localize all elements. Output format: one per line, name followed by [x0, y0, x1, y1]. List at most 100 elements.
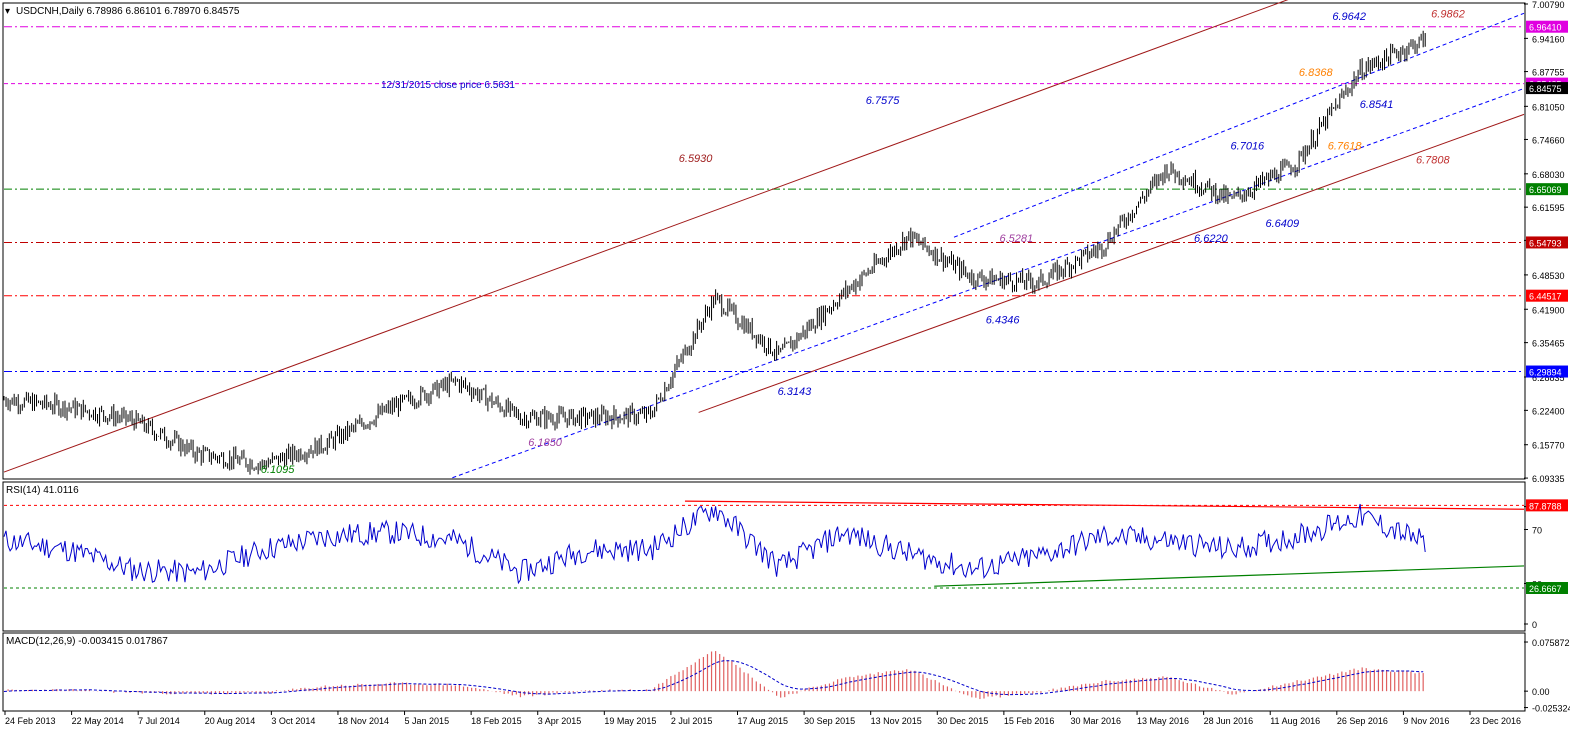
- trendline-1: [698, 113, 1525, 413]
- price-level-label: 6.96410: [1529, 23, 1562, 33]
- rsi-trendline: [684, 500, 1525, 510]
- macd-tick-label: -0.025324: [1532, 704, 1570, 714]
- price-annotation: 6.9862: [1431, 8, 1465, 20]
- time-tick-label: 30 Sep 2015: [804, 716, 855, 726]
- price-annotation: 6.1850: [528, 437, 563, 449]
- time-tick-label: 9 Nov 2016: [1403, 716, 1449, 726]
- time-tick-label: 2 Jul 2015: [671, 716, 713, 726]
- rsi-level-label: 26.6667: [1529, 584, 1562, 594]
- time-tick-label: 5 Jan 2015: [405, 716, 450, 726]
- time-tick-label: 13 Nov 2015: [871, 716, 922, 726]
- price-candles: [3, 30, 1426, 475]
- price-axis: 7.00790 6.94160 6.87755 6.81050 6.74660 6.680…: [1524, 0, 1568, 484]
- trendline-0: [3, 0, 1289, 473]
- time-tick-label: 18 Feb 2015: [471, 716, 522, 726]
- rsi-line: [3, 503, 1426, 585]
- price-level-label: 6.84575: [1529, 84, 1562, 94]
- price-tick-label: 7.00790: [1532, 0, 1565, 10]
- time-axis: 24 Feb 2013 22 May 2014 7 Jul 2014 20 Aug 2…: [4, 711, 1521, 726]
- time-tick-label: 22 May 2014: [72, 716, 124, 726]
- price-tick-label: 6.09335: [1532, 474, 1565, 484]
- time-tick-label: 15 Feb 2016: [1004, 716, 1055, 726]
- price-level-box: [1526, 365, 1568, 378]
- chart-triangle-marker: ▾: [5, 6, 10, 17]
- time-tick-label: 30 Mar 2016: [1070, 716, 1121, 726]
- price-tick-label: 6.94160: [1532, 34, 1565, 44]
- rsi-tick-label: 0: [1532, 620, 1537, 630]
- rsi-level-box: [1526, 581, 1568, 594]
- rsi-trendline: [934, 565, 1525, 587]
- price-level-label: 6.65069: [1529, 185, 1562, 195]
- time-tick-label: 20 Aug 2014: [205, 716, 256, 726]
- time-tick-label: 3 Oct 2014: [271, 716, 315, 726]
- price-tick-label: 6.81050: [1532, 102, 1565, 112]
- price-tick-label: 6.15770: [1532, 441, 1565, 451]
- time-tick-label: 26 Sep 2016: [1337, 716, 1388, 726]
- time-tick-label: 11 Aug 2016: [1270, 716, 1320, 726]
- close-price-note: 12/31/2015 close price 6.5631: [381, 80, 515, 91]
- macd-header: MACD(12,26,9) -0.003415 0.017867: [6, 636, 168, 647]
- price-level-box: [1526, 20, 1568, 33]
- price-horizontal-levels: [4, 26, 1524, 373]
- price-annotation: 6.4346: [986, 314, 1021, 326]
- price-annotation: 6.6409: [1265, 218, 1299, 230]
- time-tick-label: 28 Jun 2016: [1204, 716, 1254, 726]
- price-annotation: 6.9642: [1332, 11, 1366, 23]
- rsi-header: RSI(14) 41.0116: [6, 485, 79, 496]
- price-tick-label: 6.28835: [1532, 373, 1565, 383]
- price-annotation: 6.7808: [1416, 155, 1451, 167]
- macd-signal: [3, 660, 1424, 696]
- time-tick-label: 3 Apr 2015: [538, 716, 582, 726]
- rsi-series: [3, 503, 1426, 585]
- price-tick-label: 6.48530: [1532, 271, 1565, 281]
- time-tick-label: 30 Dec 2015: [937, 716, 988, 726]
- rsi-level-box: [1526, 499, 1568, 512]
- time-tick-label: 19 May 2015: [604, 716, 656, 726]
- price-tick-label: 6.61595: [1532, 203, 1565, 213]
- price-annotation: 6.6220: [1194, 233, 1229, 245]
- price-tick-label: 6.41900: [1532, 305, 1565, 315]
- macd-panel: 0.075872 0.00 -0.025324 MACD(12,26,9) -0.0…: [2, 632, 1570, 714]
- price-annotation: 6.5281: [999, 233, 1033, 245]
- price-tick-label: 6.74660: [1532, 135, 1565, 145]
- price-tick-label: 6.87755: [1532, 68, 1565, 78]
- price-annotations: 6.1095 6.1850 6.3143 6.5930 6.7575 6.4346 6.52…: [261, 8, 1465, 476]
- macd-signal-line: [3, 660, 1424, 696]
- price-tick-label: 6.68030: [1532, 170, 1565, 180]
- time-tick-label: 17 Aug 2015: [738, 716, 789, 726]
- time-tick-label: 24 Feb 2013: [5, 716, 56, 726]
- price-level-label: 6.29894: [1529, 368, 1562, 378]
- rsi-level-label: 87.8788: [1529, 501, 1562, 511]
- macd-axis: 0.075872 0.00 -0.025324: [1524, 638, 1570, 714]
- rsi-tick-label: 70: [1532, 526, 1542, 536]
- price-tick-label: 6.35465: [1532, 339, 1565, 349]
- rsi-trendlines: [684, 500, 1525, 587]
- price-annotation: 6.5930: [679, 153, 714, 165]
- price-level-box: [1526, 236, 1568, 249]
- time-tick-label: 18 Nov 2014: [338, 716, 389, 726]
- price-annotation: 6.7575: [866, 95, 901, 107]
- price-panel: 6.1095 6.1850 6.3143 6.5930 6.7575 6.4346 6.52…: [2, 0, 1568, 484]
- price-annotation: 6.8541: [1360, 99, 1394, 111]
- macd-tick-label: 0.075872: [1532, 638, 1570, 648]
- macd-histogram: [3, 651, 1424, 700]
- rsi-levels: [4, 504, 1524, 589]
- time-tick-label: 7 Jul 2014: [138, 716, 180, 726]
- price-annotation: 6.7016: [1231, 141, 1266, 153]
- price-level-box: [1526, 183, 1568, 196]
- price-annotation: 6.3143: [778, 386, 813, 398]
- price-annotation: 6.7618: [1328, 141, 1363, 153]
- price-level-label: 6.44517: [1529, 292, 1562, 302]
- price-header: USDCNH,Daily 6.78986 6.86101 6.78970 6.8…: [16, 6, 240, 17]
- price-level-box: [1526, 289, 1568, 302]
- price-tick-label: 6.22400: [1532, 406, 1565, 416]
- time-tick-label: 23 Dec 2016: [1470, 716, 1521, 726]
- macd-tick-label: 0.00: [1532, 687, 1550, 697]
- price-annotation: 6.8368: [1299, 67, 1334, 79]
- price-level-label: 6.54793: [1529, 238, 1562, 248]
- time-tick-label: 13 May 2016: [1137, 716, 1189, 726]
- price-level-box: [1526, 82, 1568, 95]
